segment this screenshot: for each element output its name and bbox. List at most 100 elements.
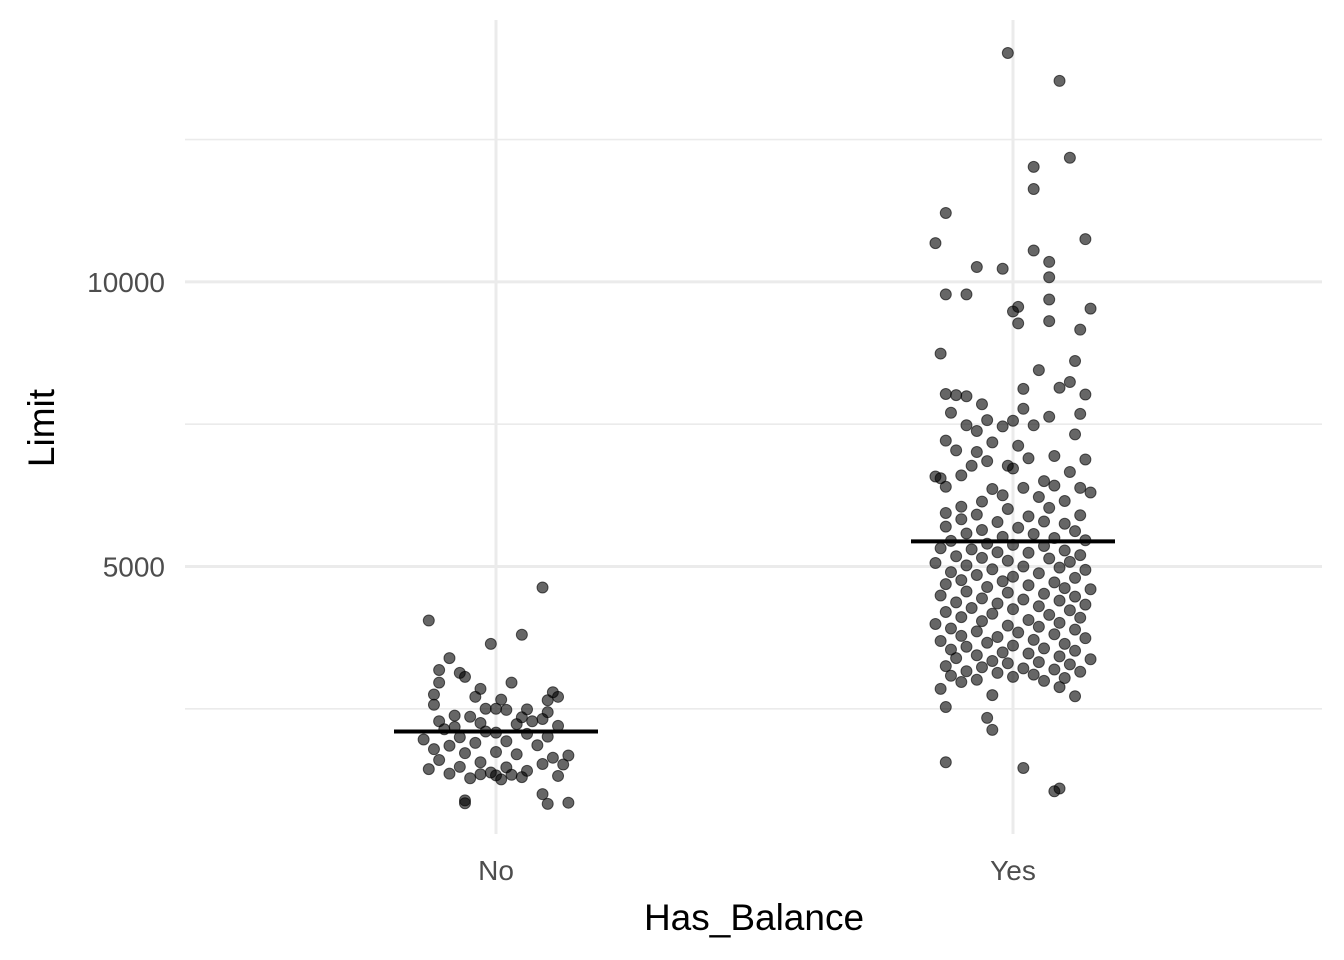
- data-point: [500, 735, 513, 748]
- data-point: [950, 652, 963, 665]
- data-point: [1053, 561, 1066, 574]
- data-point: [495, 693, 508, 706]
- data-point: [955, 500, 968, 513]
- data-point: [996, 262, 1009, 275]
- data-point: [991, 666, 1004, 679]
- data-point: [1079, 453, 1092, 466]
- data-point: [965, 602, 978, 615]
- data-point: [1058, 637, 1071, 650]
- data-point: [1001, 657, 1014, 670]
- data-point: [1058, 517, 1071, 530]
- data-point: [950, 596, 963, 609]
- y-tick-label: 5000: [103, 551, 165, 582]
- x-axis-ticks: No Yes: [478, 855, 1036, 886]
- data-point: [469, 690, 482, 703]
- data-point: [986, 563, 999, 576]
- data-point: [1063, 151, 1076, 164]
- data-point: [536, 788, 549, 801]
- data-point: [950, 444, 963, 457]
- data-point: [1043, 501, 1056, 514]
- data-point: [1069, 354, 1082, 367]
- data-point: [464, 710, 477, 723]
- data-point: [1017, 662, 1030, 675]
- data-point: [960, 665, 973, 678]
- data-point: [1058, 544, 1071, 557]
- data-point: [1074, 509, 1087, 522]
- data-point: [939, 506, 952, 519]
- data-point: [1053, 74, 1066, 87]
- data-point: [939, 520, 952, 533]
- data-point: [557, 758, 570, 771]
- data-point: [1017, 560, 1030, 573]
- data-point: [939, 387, 952, 400]
- data-point: [536, 713, 549, 726]
- data-point: [1032, 491, 1045, 504]
- data-point: [510, 748, 523, 761]
- data-point: [1032, 620, 1045, 633]
- data-point: [448, 709, 461, 722]
- data-point: [970, 424, 983, 437]
- data-point: [479, 702, 492, 715]
- data-point: [970, 625, 983, 638]
- data-point: [1007, 414, 1019, 427]
- data-point: [939, 578, 952, 591]
- data-point: [1048, 785, 1061, 798]
- x-axis-title: Has_Balance: [644, 897, 864, 938]
- data-point: [960, 559, 973, 572]
- data-point: [950, 389, 963, 402]
- data-point: [1012, 521, 1025, 534]
- data-point: [422, 763, 435, 776]
- data-point: [433, 664, 446, 677]
- data-point: [1022, 647, 1035, 660]
- data-point: [955, 513, 968, 526]
- data-point: [950, 550, 963, 563]
- data-point: [970, 569, 983, 581]
- data-point: [433, 676, 446, 689]
- data-point: [986, 654, 999, 667]
- data-point: [552, 769, 565, 782]
- data-point: [469, 736, 482, 749]
- data-point: [1007, 670, 1019, 683]
- data-point: [1084, 583, 1097, 596]
- data-point: [981, 580, 994, 593]
- data-point: [541, 694, 554, 707]
- data-point: [960, 390, 973, 403]
- data-point: [1069, 590, 1082, 603]
- data-point: [1079, 632, 1092, 645]
- data-point: [1022, 613, 1035, 626]
- data-point: [981, 636, 994, 649]
- data-point: [991, 631, 1004, 644]
- data-point: [427, 743, 440, 756]
- y-tick-label: 10000: [87, 267, 165, 298]
- data-point: [970, 508, 983, 521]
- data-point: [1079, 233, 1092, 246]
- data-point: [975, 592, 988, 605]
- data-point: [929, 617, 942, 630]
- data-point: [1043, 271, 1056, 284]
- data-point: [960, 419, 973, 432]
- data-point: [1058, 672, 1071, 685]
- data-point: [1048, 663, 1061, 676]
- data-point: [1027, 160, 1040, 173]
- data-point: [1079, 598, 1092, 611]
- data-point: [970, 649, 983, 662]
- data-point: [1063, 604, 1076, 617]
- data-point: [1017, 402, 1030, 415]
- x-tick-label: Yes: [990, 855, 1036, 886]
- data-point: [1074, 407, 1087, 420]
- data-point: [1084, 486, 1097, 499]
- data-point: [955, 611, 968, 624]
- data-point: [1048, 628, 1061, 641]
- data-point: [1032, 364, 1045, 377]
- data-point: [1074, 549, 1087, 562]
- data-point: [981, 455, 994, 468]
- data-point: [552, 690, 565, 703]
- data-point: [965, 543, 978, 556]
- data-point: [934, 347, 947, 360]
- data-point: [1038, 674, 1051, 687]
- data-point: [458, 747, 471, 760]
- data-point: [1038, 475, 1051, 488]
- data-point: [505, 768, 518, 781]
- data-point: [1027, 528, 1040, 541]
